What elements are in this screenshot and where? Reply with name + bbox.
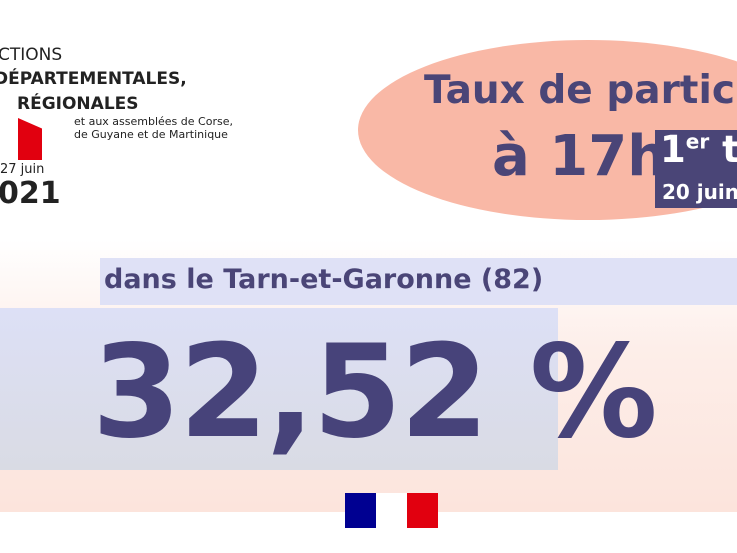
date: 27 juin: [0, 162, 45, 177]
red-shape: [18, 118, 42, 160]
flag-blue: [345, 493, 376, 528]
marianne-logo: [345, 493, 438, 528]
rate-value: 32,52 %: [92, 318, 658, 467]
rate-box: [0, 308, 558, 470]
round-number: 1: [660, 128, 686, 171]
header-line: RÉGIONALES: [17, 94, 139, 114]
flag-red: [407, 493, 438, 528]
area-band: [100, 258, 737, 305]
round-rest: to: [722, 128, 737, 171]
round-label: 1er to: [660, 128, 737, 171]
flag-white: [376, 493, 407, 528]
header-line: DÉPARTEMENTALES,: [0, 69, 187, 89]
area-label: dans le Tarn-et-Garonne (82): [104, 264, 544, 295]
subtitle-line: et aux assemblées de Corse,: [74, 115, 233, 128]
header-line: CTIONS: [0, 45, 63, 65]
year: 021: [0, 176, 61, 211]
round-date: 20 juin: [662, 180, 737, 204]
badge-time: à 17h: [492, 124, 668, 189]
badge-title: Taux de participa: [424, 68, 737, 113]
round-box: [655, 130, 737, 208]
round-suffix: er: [685, 129, 710, 154]
subtitle-line: de Guyane et de Martinique: [74, 128, 228, 141]
